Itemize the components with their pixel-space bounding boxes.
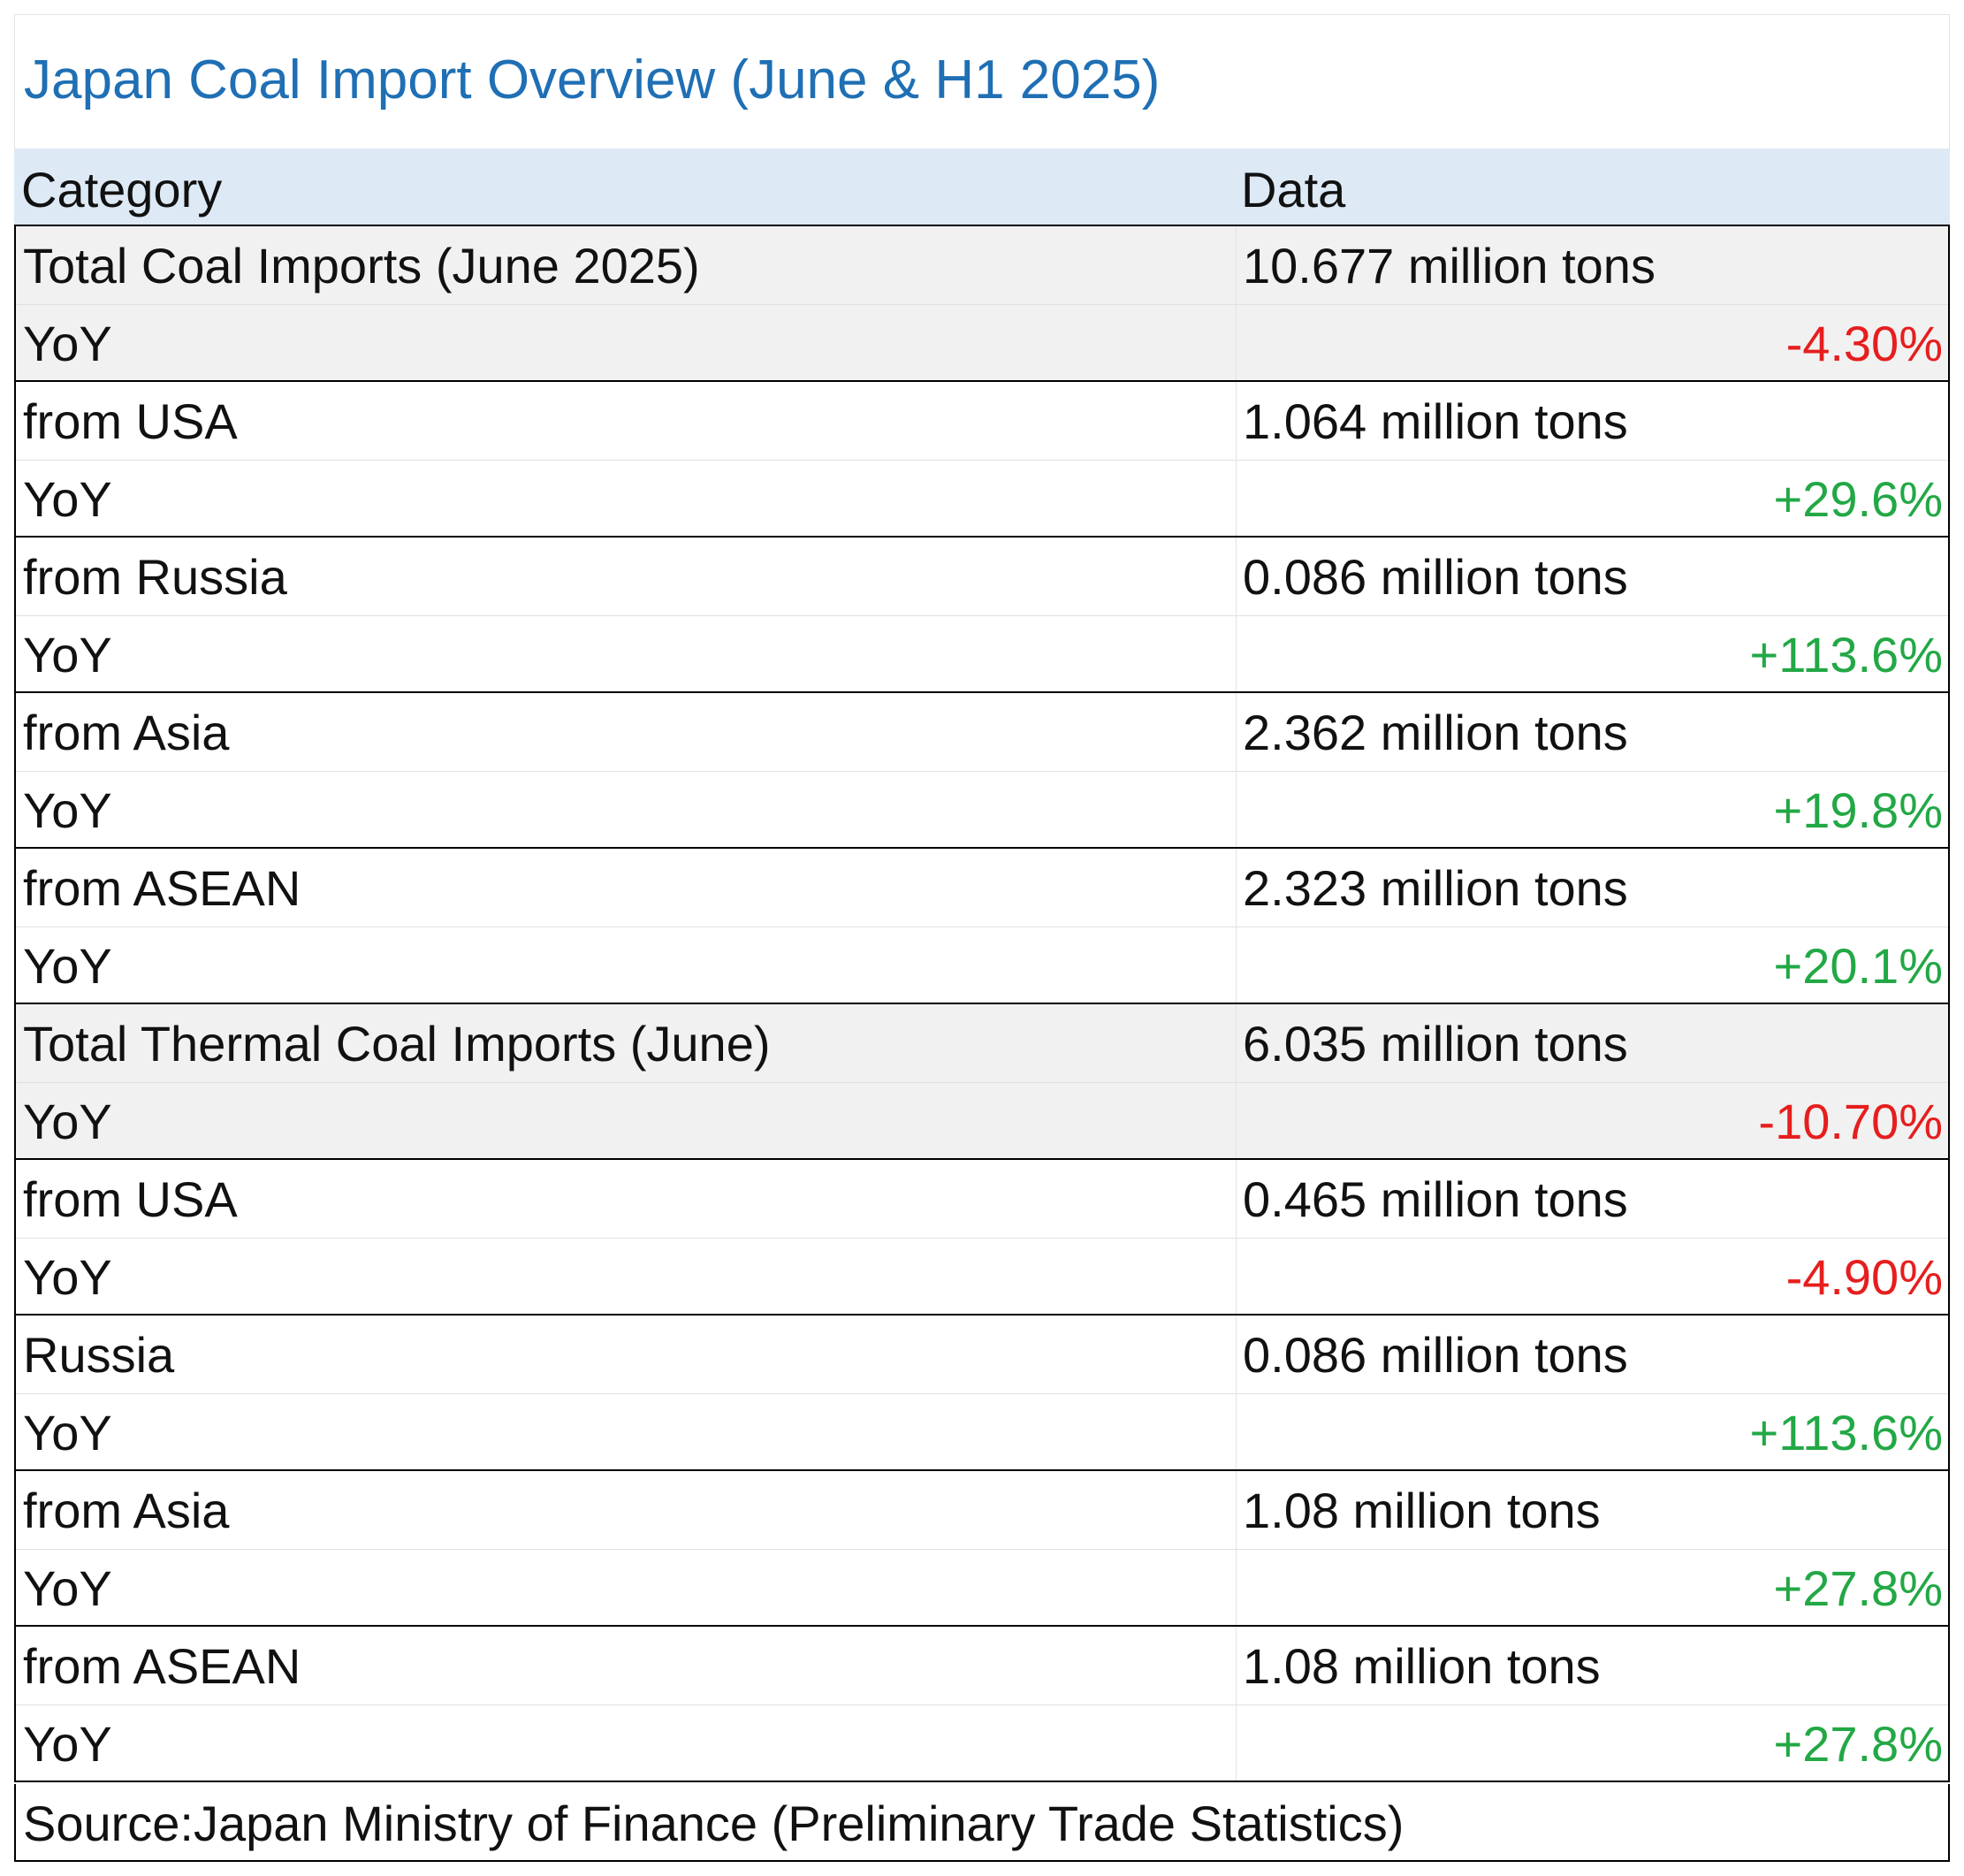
value-line: Total Thermal Coal Imports (June) 6.035 m… xyxy=(16,1004,1948,1083)
column-divider xyxy=(1236,1471,1237,1625)
row-category: from ASEAN xyxy=(23,860,301,916)
column-divider xyxy=(1236,693,1237,847)
yoy-label: YoY xyxy=(23,938,112,994)
value-line: from Asia 1.08 million tons xyxy=(16,1471,1948,1550)
yoy-value: -4.30% xyxy=(1785,316,1943,371)
table-title: Japan Coal Import Overview (June & H1 20… xyxy=(24,50,1161,111)
table-row: from USA 1.064 million tons YoY +29.6% xyxy=(14,382,1950,538)
yoy-value: +113.6% xyxy=(1749,1405,1943,1460)
table-row: from ASEAN 1.08 million tons YoY +27.8% xyxy=(14,1627,1950,1782)
row-category: from ASEAN xyxy=(23,1638,301,1694)
row-category: from Asia xyxy=(23,705,230,760)
row-category: Russia xyxy=(23,1327,175,1383)
table-row: from Asia 1.08 million tons YoY +27.8% xyxy=(14,1471,1950,1627)
yoy-label: YoY xyxy=(23,471,112,527)
row-value: 0.086 million tons xyxy=(1243,1327,1628,1383)
yoy-value: -4.90% xyxy=(1785,1249,1943,1305)
table-row: from Asia 2.362 million tons YoY +19.8% xyxy=(14,693,1950,849)
yoy-line: YoY -4.90% xyxy=(16,1238,1948,1315)
yoy-label: YoY xyxy=(23,627,112,683)
value-line: from Russia 0.086 million tons xyxy=(16,538,1948,616)
value-line: from USA 1.064 million tons xyxy=(16,382,1948,461)
row-category: from USA xyxy=(23,393,238,449)
yoy-value: +27.8% xyxy=(1773,1560,1944,1616)
row-category: from USA xyxy=(23,1171,238,1227)
yoy-line: YoY +113.6% xyxy=(16,1393,1948,1471)
value-line: from USA 0.465 million tons xyxy=(16,1160,1948,1239)
table-row: from Russia 0.086 million tons YoY +113.6% xyxy=(14,538,1950,693)
table-row: Total Coal Imports (June 2025) 10.677 mil… xyxy=(14,226,1950,382)
column-divider xyxy=(1236,849,1237,1003)
row-value: 0.086 million tons xyxy=(1243,549,1628,605)
row-value: 2.362 million tons xyxy=(1243,705,1628,760)
header-row: Category Data xyxy=(14,149,1950,226)
column-divider xyxy=(1236,1627,1237,1781)
row-value: 1.08 million tons xyxy=(1243,1483,1601,1538)
row-category: from Asia xyxy=(23,1483,230,1538)
yoy-line: YoY +29.6% xyxy=(16,460,1948,538)
table-row: from ASEAN 2.323 million tons YoY +20.1% xyxy=(14,849,1950,1004)
value-line: Russia 0.086 million tons xyxy=(16,1315,1948,1394)
value-line: from ASEAN 1.08 million tons xyxy=(16,1627,1948,1705)
yoy-line: YoY +27.8% xyxy=(16,1549,1948,1627)
yoy-line: YoY +27.8% xyxy=(16,1704,1948,1782)
yoy-label: YoY xyxy=(23,1405,112,1460)
source-note: Source:Japan Ministry of Finance (Prelim… xyxy=(23,1796,1404,1851)
table-row: Russia 0.086 million tons YoY +113.6% xyxy=(14,1315,1950,1471)
title-bar: Japan Coal Import Overview (June & H1 20… xyxy=(14,14,1950,149)
yoy-label: YoY xyxy=(23,1716,112,1772)
header-data: Data xyxy=(1241,162,1346,217)
yoy-value: +20.1% xyxy=(1773,938,1944,994)
row-value: 1.08 million tons xyxy=(1243,1638,1601,1694)
yoy-label: YoY xyxy=(23,1249,112,1305)
column-divider xyxy=(1236,1004,1237,1158)
yoy-label: YoY xyxy=(23,1094,112,1149)
column-divider xyxy=(1236,226,1237,380)
yoy-line: YoY +113.6% xyxy=(16,615,1948,693)
header-category: Category xyxy=(21,162,223,217)
yoy-line: YoY -10.70% xyxy=(16,1082,1948,1160)
value-line: from Asia 2.362 million tons xyxy=(16,693,1948,772)
yoy-value: +29.6% xyxy=(1773,471,1944,527)
column-divider xyxy=(1236,1160,1237,1314)
column-divider xyxy=(1236,382,1237,536)
row-category: from Russia xyxy=(23,549,287,605)
column-divider xyxy=(1236,1315,1237,1469)
source-row: Source:Japan Ministry of Finance (Prelim… xyxy=(14,1784,1950,1862)
row-value: 2.323 million tons xyxy=(1243,860,1628,916)
row-value: 1.064 million tons xyxy=(1243,393,1628,449)
row-value: 6.035 million tons xyxy=(1243,1016,1628,1071)
yoy-label: YoY xyxy=(23,316,112,371)
yoy-value: +113.6% xyxy=(1749,627,1943,683)
yoy-value: -10.70% xyxy=(1758,1094,1943,1149)
yoy-line: YoY -4.30% xyxy=(16,304,1948,382)
yoy-label: YoY xyxy=(23,782,112,838)
table-row: Total Thermal Coal Imports (June) 6.035 m… xyxy=(14,1004,1950,1160)
yoy-line: YoY +19.8% xyxy=(16,771,1948,849)
column-divider xyxy=(1236,538,1237,691)
table-row: from USA 0.465 million tons YoY -4.90% xyxy=(14,1160,1950,1315)
row-category: Total Thermal Coal Imports (June) xyxy=(23,1016,771,1071)
value-line: Total Coal Imports (June 2025) 10.677 mil… xyxy=(16,226,1948,305)
coal-import-table: Japan Coal Import Overview (June & H1 20… xyxy=(14,14,1950,1862)
yoy-value: +19.8% xyxy=(1773,782,1944,838)
row-category: Total Coal Imports (June 2025) xyxy=(23,238,700,294)
yoy-value: +27.8% xyxy=(1773,1716,1944,1772)
yoy-label: YoY xyxy=(23,1560,112,1616)
row-value: 0.465 million tons xyxy=(1243,1171,1628,1227)
row-value: 10.677 million tons xyxy=(1243,238,1656,294)
value-line: from ASEAN 2.323 million tons xyxy=(16,849,1948,927)
yoy-line: YoY +20.1% xyxy=(16,927,1948,1004)
